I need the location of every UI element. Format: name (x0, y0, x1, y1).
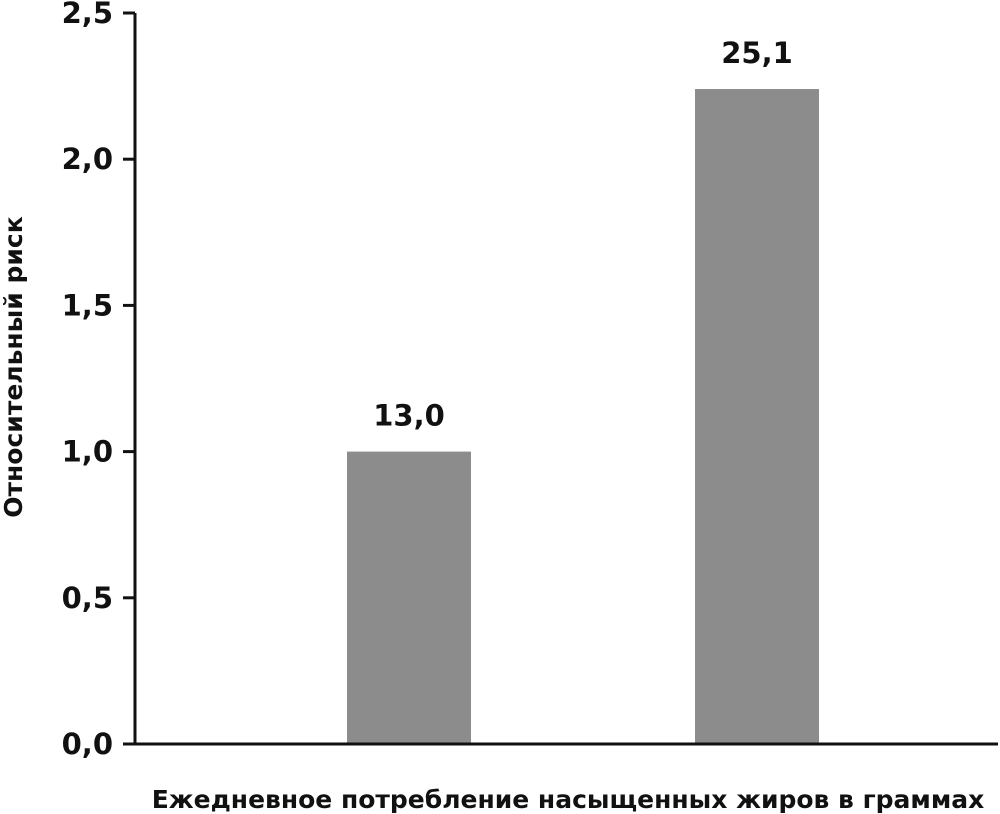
x-axis-title: Ежедневное потребление насыщенных жиров … (152, 785, 985, 814)
bar (347, 451, 471, 744)
y-tick-label: 2,5 (62, 0, 113, 30)
bar (695, 89, 819, 745)
y-tick-label: 0,5 (62, 581, 113, 615)
y-tick-label: 1,0 (62, 435, 113, 469)
bar-data-label: 25,1 (721, 36, 793, 70)
bar-data-label: 13,0 (373, 399, 445, 433)
bars: 13,0 25,1 (347, 36, 819, 745)
y-axis-title: Относительный риск (0, 216, 28, 517)
y-axis-ticks: 0,0 0,5 1,0 1,5 2,0 2,5 (62, 0, 135, 761)
y-tick-label: 1,5 (62, 288, 113, 322)
y-tick-label: 2,0 (62, 142, 113, 176)
y-tick-label: 0,0 (62, 727, 113, 761)
